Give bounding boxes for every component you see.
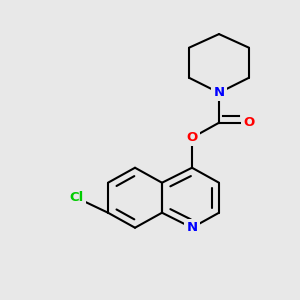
Text: N: N (186, 221, 198, 234)
Text: N: N (213, 86, 225, 99)
Text: O: O (186, 131, 198, 144)
Text: Cl: Cl (69, 191, 84, 204)
Text: O: O (243, 116, 255, 129)
